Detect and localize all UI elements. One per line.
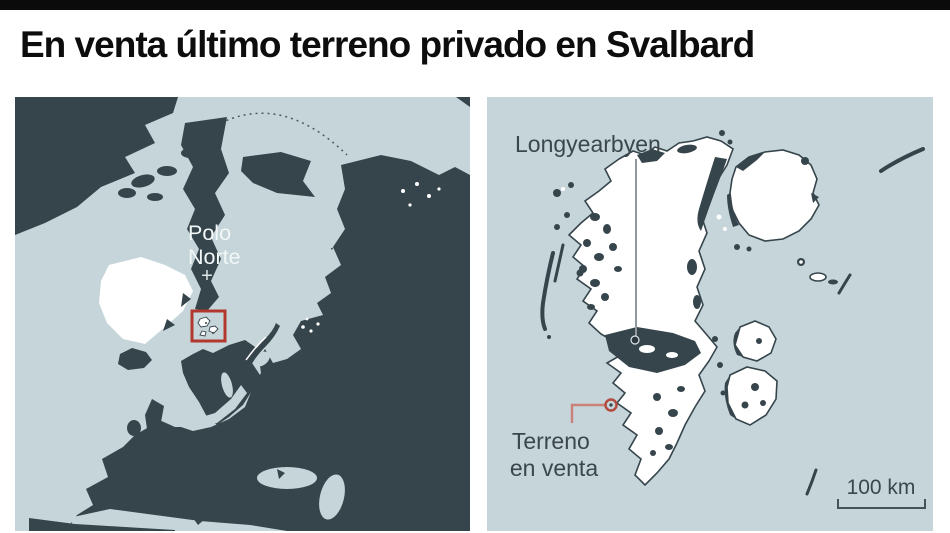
siberia-fragments: [220, 112, 392, 256]
overview-map-polar: Polo Norte +: [15, 97, 470, 531]
scale-bar: 100 km: [837, 476, 926, 509]
detail-map-svalbard: Longyearbyen Terreno en venta 100 km: [487, 97, 933, 531]
longyearbyen-label: Longyearbyen: [515, 131, 661, 157]
terreno-marker-dot: [609, 403, 613, 407]
iceland: [118, 348, 152, 370]
north-america-landmass: [15, 97, 470, 235]
svalbard-mini: [197, 316, 219, 337]
longyearbyen-callout: Longyearbyen: [515, 131, 661, 345]
barentsoya-island: [733, 320, 777, 362]
west-coast-islets: [540, 182, 584, 339]
scale-label: 100 km: [847, 476, 916, 499]
greenland-icecap: [99, 257, 193, 344]
top-bar: [0, 0, 950, 10]
terreno-label: Terreno en venta: [510, 428, 598, 481]
arctic-island-speckles: [301, 182, 441, 333]
terreno-leader-line: [570, 403, 605, 423]
north-pole-label: Polo Norte: [188, 221, 241, 269]
scale-bracket: [837, 499, 926, 509]
novaya-zemlya: [245, 323, 280, 367]
svalbard-highlight-box: [190, 309, 227, 343]
outlying-islands: [805, 147, 925, 496]
west-islet-dot: [576, 269, 584, 277]
british-isles: [127, 399, 167, 448]
longyearbyen-marker-dot: [630, 335, 640, 345]
page-title: En venta último terreno privado en Svalb…: [20, 24, 755, 65]
greenland-dark-coast: [181, 117, 229, 311]
north-pole-cross-marker: +: [201, 265, 213, 287]
terreno-callout: Terreno en venta: [510, 398, 618, 481]
terreno-marker-ring: [604, 398, 618, 412]
nordaustlandet-island: [716, 130, 820, 266]
scandinavia-landmass: [157, 340, 270, 427]
edgeoya-island: [712, 336, 778, 426]
spitsbergen-island: [567, 136, 734, 487]
